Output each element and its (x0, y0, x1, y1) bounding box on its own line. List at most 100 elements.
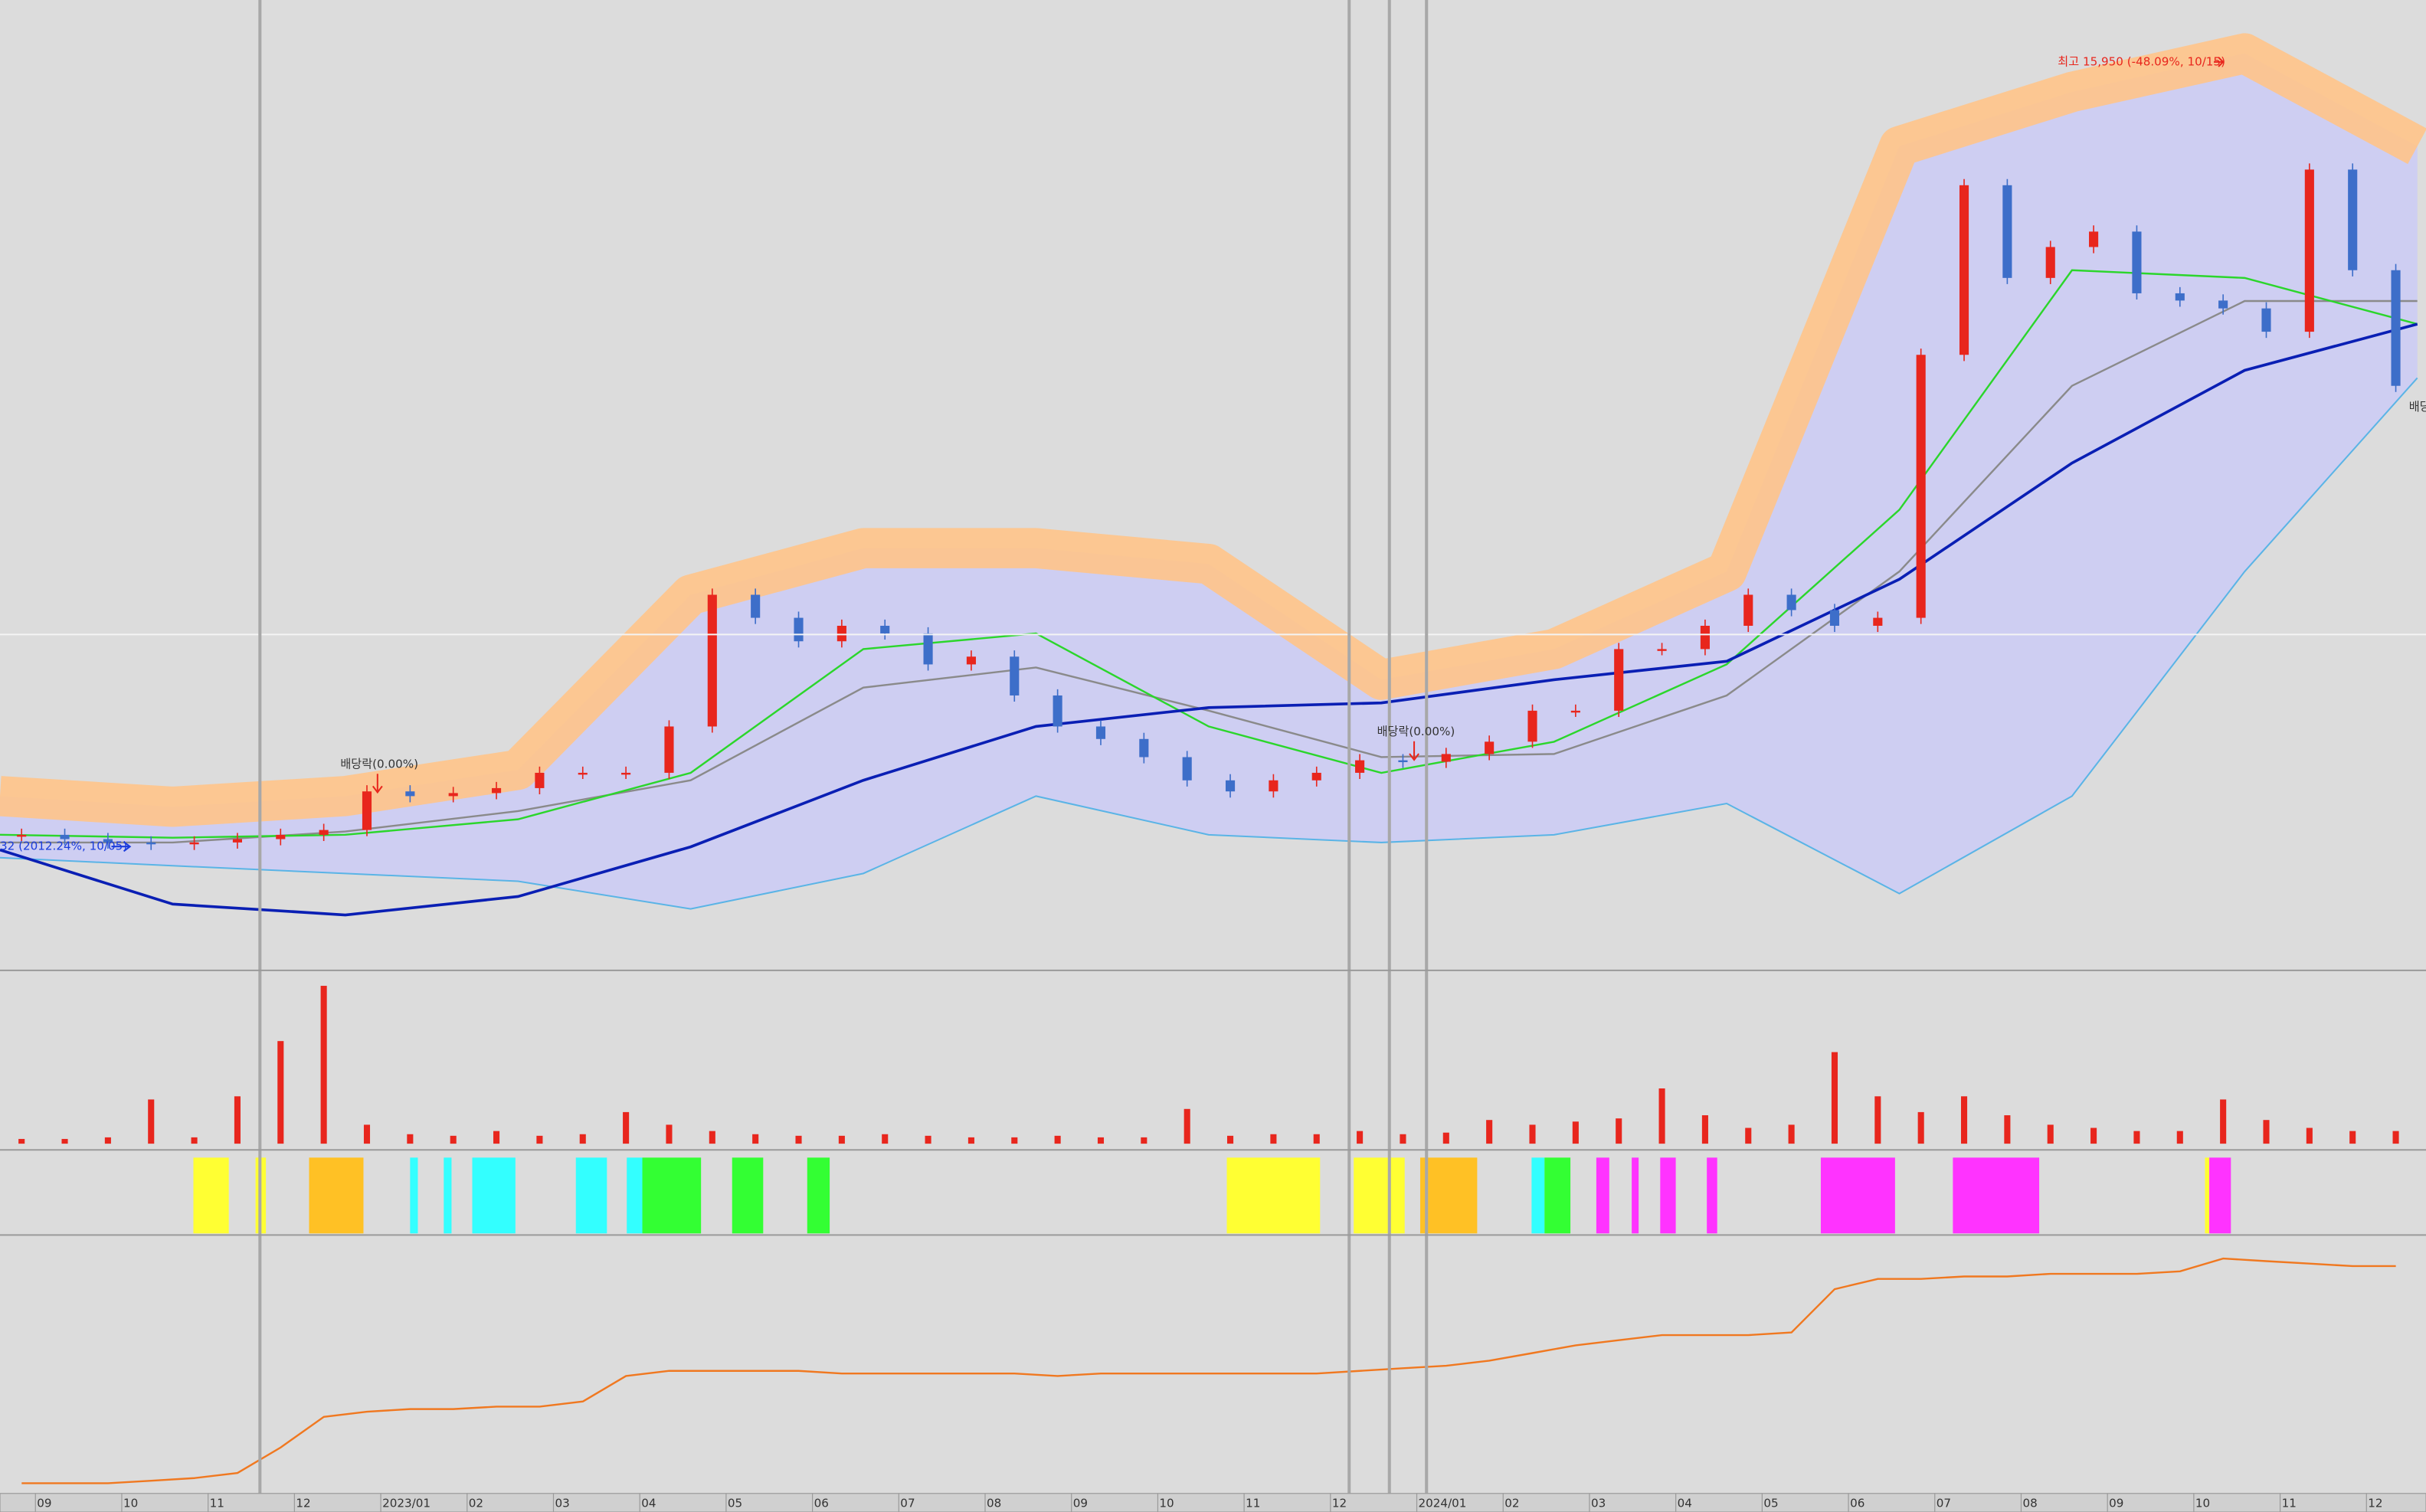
candle (1786, 594, 1796, 610)
ma-line (0, 269, 2418, 839)
band-lower (0, 377, 2418, 910)
volume-bar (967, 1137, 974, 1144)
candle (751, 594, 761, 618)
x-tick-label: 12 (2368, 1496, 2382, 1510)
volume-bar (1701, 1115, 1708, 1144)
volume-bar (61, 1138, 68, 1144)
volume-bar (1572, 1121, 1579, 1144)
x-tick-label: 02 (469, 1496, 483, 1510)
ma-line (0, 299, 2418, 844)
x-tick-label: 06 (814, 1496, 829, 1510)
volume-bar (450, 1135, 457, 1144)
x-tick-label: 08 (987, 1496, 1001, 1510)
candle (2348, 169, 2358, 270)
volume-bar (2133, 1131, 2140, 1144)
volume-bar (1616, 1118, 1622, 1144)
signal-band (807, 1157, 830, 1234)
signal-band (1707, 1157, 1717, 1234)
plot-layers (0, 33, 2426, 1484)
candle (2175, 293, 2185, 301)
candle (405, 791, 415, 797)
candle (1010, 656, 1020, 695)
volume-bar (277, 1041, 284, 1144)
signal-band (1531, 1157, 1545, 1234)
volume-bar (1227, 1135, 1234, 1144)
indicator-line (21, 1257, 2396, 1484)
candle (1225, 780, 1236, 792)
candle (103, 839, 113, 843)
volume-bar (1141, 1137, 1148, 1144)
x-tick-label: 2024/01 (1419, 1496, 1467, 1510)
candle (664, 726, 674, 773)
volume-bar (1745, 1127, 1752, 1144)
signal-band (1632, 1157, 1639, 1234)
candle (189, 842, 199, 845)
volume-bar (1313, 1134, 1320, 1144)
volume-bar (838, 1135, 845, 1144)
volume-bar (1788, 1124, 1795, 1144)
candle (1355, 760, 1365, 773)
candle (1269, 780, 1278, 792)
x-tick-label: 06 (1850, 1496, 1865, 1510)
candle (276, 834, 286, 839)
signal-band (627, 1157, 643, 1234)
candle (1053, 695, 1062, 727)
candle (1527, 710, 1537, 742)
volume-bar (709, 1131, 715, 1144)
x-tick-label: 10 (123, 1496, 138, 1510)
arrow (372, 774, 383, 794)
volume-bar (882, 1134, 889, 1144)
signal-band (1544, 1157, 1571, 1234)
volume-bar (1357, 1131, 1364, 1144)
candle (836, 625, 846, 642)
candle (2045, 247, 2055, 278)
candle (1398, 760, 1408, 763)
x-tick-label: 10 (1159, 1496, 1174, 1510)
volume-bar (1917, 1111, 1924, 1144)
signal-band (575, 1157, 607, 1234)
candle (1916, 355, 1926, 618)
x-tick-label: 08 (2022, 1496, 2037, 1510)
candle (2391, 270, 2401, 386)
x-tick-label: 07 (1937, 1496, 1951, 1510)
candle (1182, 757, 1192, 781)
signal-band (1354, 1157, 1405, 1234)
x-tick-label: 09 (37, 1496, 51, 1510)
x-tick-label: 11 (210, 1496, 224, 1510)
signal-band (642, 1157, 702, 1234)
candle (362, 791, 372, 830)
volume-bar (191, 1137, 198, 1144)
signal-band (1953, 1157, 2040, 1234)
volume-bar (2263, 1120, 2270, 1144)
volume-bar (623, 1111, 630, 1144)
volume-bar (2349, 1131, 2356, 1144)
x-axis-bar (0, 1493, 2426, 1512)
candle (621, 772, 631, 775)
volume-bar (1400, 1134, 1406, 1144)
candle (535, 772, 545, 788)
signal-band (732, 1157, 764, 1234)
candle (1829, 610, 1840, 626)
annotation: 배당락(0.00%) (340, 758, 418, 771)
x-tick-label: 11 (2282, 1496, 2297, 1510)
annotation: 배당 (2409, 400, 2426, 414)
volume-bar (1011, 1137, 1018, 1144)
volume-bar (2090, 1127, 2097, 1144)
volume-bar (1960, 1096, 1968, 1144)
ma-line (0, 322, 2418, 917)
x-tick-label: 07 (900, 1496, 915, 1510)
volume-bar (579, 1134, 586, 1144)
volume-bar (666, 1124, 673, 1144)
high-arrow (2214, 57, 2225, 67)
volume-bar (104, 1137, 111, 1144)
candle (1311, 772, 1321, 781)
x-tick-label: 09 (2109, 1496, 2123, 1510)
candle (1441, 754, 1451, 762)
volume-bar (1658, 1088, 1665, 1144)
volume-bar (795, 1135, 802, 1144)
candle (1873, 617, 1883, 626)
candle (319, 830, 329, 835)
x-tick-label: 10 (2195, 1496, 2210, 1510)
